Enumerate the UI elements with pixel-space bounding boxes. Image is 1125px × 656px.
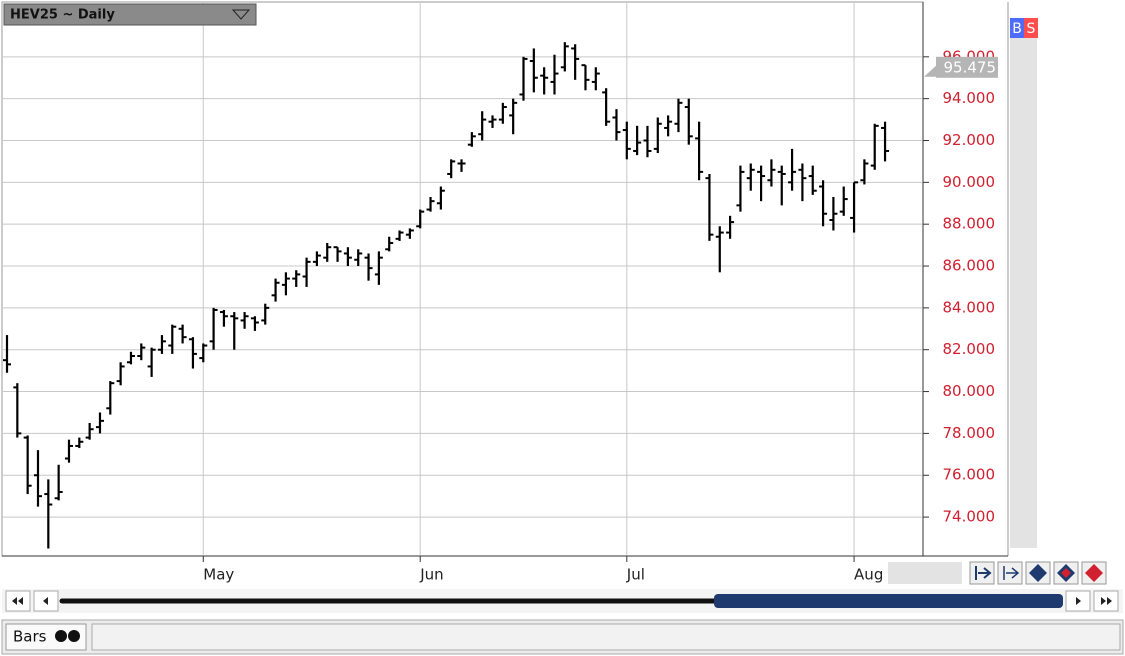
y-tick-label: 90.000 (943, 173, 996, 191)
dropdown-arrow[interactable] (231, 9, 251, 20)
toolbar-icons (969, 561, 1107, 585)
y-tick-label: 88.000 (943, 215, 996, 233)
y-tick-label: 80.000 (943, 382, 996, 400)
y-tick-label: 84.000 (943, 298, 996, 316)
buy-button[interactable] (1010, 18, 1024, 38)
tool-icon (1085, 564, 1103, 582)
tool-icon (1061, 568, 1071, 578)
scroll-last-icon (1101, 597, 1112, 605)
scroll-next-icon (1076, 597, 1081, 605)
x-tick-label: Jun (419, 566, 443, 584)
y-tick-label: 94.000 (943, 89, 996, 107)
chart-title: HEV25 ~ Daily (10, 8, 115, 23)
plot-area (1, 1, 924, 557)
last-price-pointer (924, 65, 936, 77)
scroll-first-icon (12, 597, 23, 605)
y-tick-label: 74.000 (943, 508, 996, 526)
status-field (91, 623, 1121, 651)
x-tick-label: Aug (854, 566, 883, 584)
time-strip (888, 562, 962, 584)
last-price-box (936, 56, 998, 78)
tool-icon (1003, 566, 1020, 580)
study-icon (55, 630, 67, 642)
x-tick-label: Jul (626, 566, 645, 584)
tool-icon (1029, 564, 1047, 582)
y-tick-label: 76.000 (943, 466, 996, 484)
x-tick-label: May (203, 566, 234, 584)
y-tick-label: 92.000 (943, 131, 996, 149)
last-price-label: 95.475 (944, 58, 997, 76)
study-label: Bars (13, 628, 47, 646)
tool-icon (975, 566, 992, 580)
y-tick-label: 82.000 (943, 340, 996, 358)
y-tick-label: 78.000 (943, 424, 996, 442)
side-strip (1010, 38, 1037, 548)
buy-label: B (1012, 21, 1022, 37)
y-tick-label: 86.000 (943, 257, 996, 275)
scroll-thumb[interactable] (714, 594, 1063, 608)
sell-button[interactable] (1024, 18, 1038, 38)
scroll-prev-icon (43, 597, 48, 605)
title-box[interactable] (3, 3, 257, 26)
study-icon (68, 630, 80, 642)
plot: 74.000 76.000 78.000 80.000 82.000 84.000 86.0… (3, 3, 998, 584)
sell-label: S (1027, 21, 1036, 37)
